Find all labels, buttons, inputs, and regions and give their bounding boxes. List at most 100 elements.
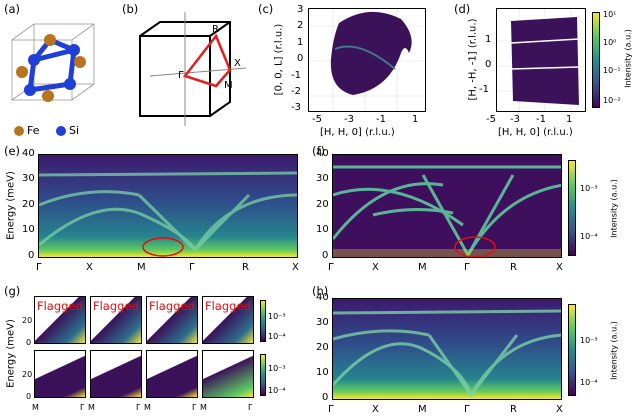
panel-a-label: (a)	[4, 2, 21, 16]
d-ytick-1: 1	[485, 34, 492, 45]
g-flag-2: Flagged	[93, 299, 139, 313]
h-ytick-10: 10	[316, 367, 329, 378]
e-ytick-40: 40	[22, 148, 35, 159]
d-ylabel: [H, -H, -1] (r.l.u.)	[467, 18, 479, 101]
f-colorbar	[568, 160, 576, 256]
c-xtick-m5: -5	[312, 114, 322, 125]
fe-marker-icon	[14, 125, 24, 136]
panel-d-plot	[496, 8, 586, 112]
f-xtick-x1: X	[372, 262, 379, 273]
e-ytick-0: 0	[28, 250, 35, 261]
bz-point-x: X	[234, 58, 241, 69]
g-xtick-g1: Γ	[80, 403, 85, 412]
f-cbar-label: Intensity (a.u.)	[609, 179, 619, 238]
g-xtick-g2: Γ	[136, 403, 141, 412]
g-subplot-bottom-1	[34, 350, 86, 398]
e-xtick-m: M	[137, 262, 146, 273]
g-ytick-top-20: 20	[22, 316, 33, 325]
panel-c-plot	[308, 8, 426, 112]
g-ytick-bottom-0: 0	[26, 392, 32, 401]
panel-f-plot	[332, 154, 562, 258]
d-ytick-m1: -1	[479, 84, 489, 95]
panel-h-plot	[332, 298, 562, 400]
d-cbar-tick-4: 10⁻²	[603, 96, 621, 105]
g-cbar-bottom-tick-1: 10⁻³	[268, 364, 286, 373]
e-ytick-30: 30	[22, 173, 35, 184]
c-ytick-1: 1	[297, 37, 304, 48]
c-ytick-3: 3	[297, 4, 304, 15]
e-xtick-gamma2: Γ	[189, 262, 195, 273]
c-xtick-m1: -1	[376, 114, 386, 125]
panel-d-label: (d)	[454, 2, 471, 16]
h-ytick-0: 0	[322, 392, 329, 403]
h-xtick-gamma2: Γ	[464, 404, 470, 415]
fe-legend-text: Fe	[27, 124, 40, 137]
c-ytick-2: 2	[297, 20, 304, 31]
h-ytick-40: 40	[316, 292, 329, 303]
g-cbar-top-tick-1: 10⁻³	[268, 312, 286, 321]
f-cbar-tick-1: 10⁻³	[580, 184, 598, 193]
c-ytick-m2: -2	[291, 86, 301, 97]
e-ytick-10: 10	[22, 224, 35, 235]
c-xlabel: [H, H, 0] (r.l.u.)	[320, 127, 395, 138]
d-cbar-tick-1: 10¹	[603, 10, 617, 19]
d-cbar-label: Intensity (a.u.)	[623, 29, 633, 88]
g-xtick-g3: Γ	[192, 403, 197, 412]
g-colorbar-bottom	[260, 354, 266, 396]
e-xtick-r: R	[242, 262, 249, 273]
g-ytick-top-0: 0	[26, 338, 32, 347]
f-cbar-tick-2: 10⁻⁴	[580, 232, 598, 241]
si-marker-icon	[56, 125, 66, 136]
d-ytick-0: 0	[485, 59, 492, 70]
g-xtick-m4: M	[200, 403, 207, 412]
d-cbar-tick-2: 10⁰	[603, 38, 617, 47]
bz-point-m: M	[224, 80, 233, 91]
d-colorbar	[592, 12, 600, 108]
c-ytick-0: 0	[297, 53, 304, 64]
h-colorbar	[568, 304, 576, 396]
h-xtick-x1: X	[372, 404, 379, 415]
bz-point-r: R	[212, 24, 219, 35]
c-ytick-m3: -3	[291, 102, 301, 113]
d-xtick-1: 1	[566, 114, 573, 125]
e-ytick-20: 20	[22, 199, 35, 210]
e-xtick-gamma1: Γ	[36, 262, 42, 273]
f-ytick-30: 30	[316, 173, 329, 184]
e-xtick-x2: X	[292, 262, 299, 273]
crystal-structure-diagram	[11, 23, 95, 102]
h-cbar-tick-2: 10⁻⁴	[580, 378, 598, 387]
f-xtick-gamma2: Γ	[464, 262, 470, 273]
g-cbar-bottom-tick-2: 10⁻⁴	[268, 386, 286, 395]
panel-h-label: (h)	[312, 284, 329, 298]
g-subplot-top-1	[34, 296, 86, 344]
g-ylabel: Energy (meV)	[5, 319, 17, 388]
d-xlabel: [H, H, 0] (r.l.u.)	[498, 127, 573, 138]
h-xtick-m: M	[418, 404, 427, 415]
c-ytick-m1: -1	[291, 70, 301, 81]
f-xtick-x2: X	[556, 262, 563, 273]
e-ylabel: Energy (meV)	[5, 171, 17, 240]
f-ytick-40: 40	[316, 148, 329, 159]
panel-f-label: (f)	[312, 144, 326, 158]
panel-b-label: (b)	[122, 2, 139, 16]
panel-g-label: (g)	[4, 284, 21, 298]
g-subplot-bottom-2	[90, 350, 142, 398]
f-xtick-m: M	[418, 262, 427, 273]
f-xtick-r: R	[510, 262, 517, 273]
c-xtick-m3: -3	[344, 114, 354, 125]
brillouin-zone-diagram	[139, 12, 247, 126]
h-cbar-tick-1: 10⁻³	[580, 336, 598, 345]
legend-fe: Fe	[14, 124, 40, 137]
d-cbar-tick-3: 10⁻¹	[603, 66, 621, 75]
e-xtick-x1: X	[86, 262, 93, 273]
f-xtick-gamma1: Γ	[328, 262, 334, 273]
bz-point-gamma: Γ	[178, 70, 184, 81]
f-ytick-20: 20	[316, 199, 329, 210]
g-subplot-bottom-3	[146, 350, 198, 398]
h-ytick-30: 30	[316, 317, 329, 328]
h-cbar-label: Intensity (a.u.)	[609, 321, 619, 380]
f-ytick-10: 10	[316, 224, 329, 235]
g-cbar-top-tick-2: 10⁻⁴	[268, 332, 286, 341]
g-subplot-top-2	[90, 296, 142, 344]
h-xtick-x2: X	[556, 404, 563, 415]
